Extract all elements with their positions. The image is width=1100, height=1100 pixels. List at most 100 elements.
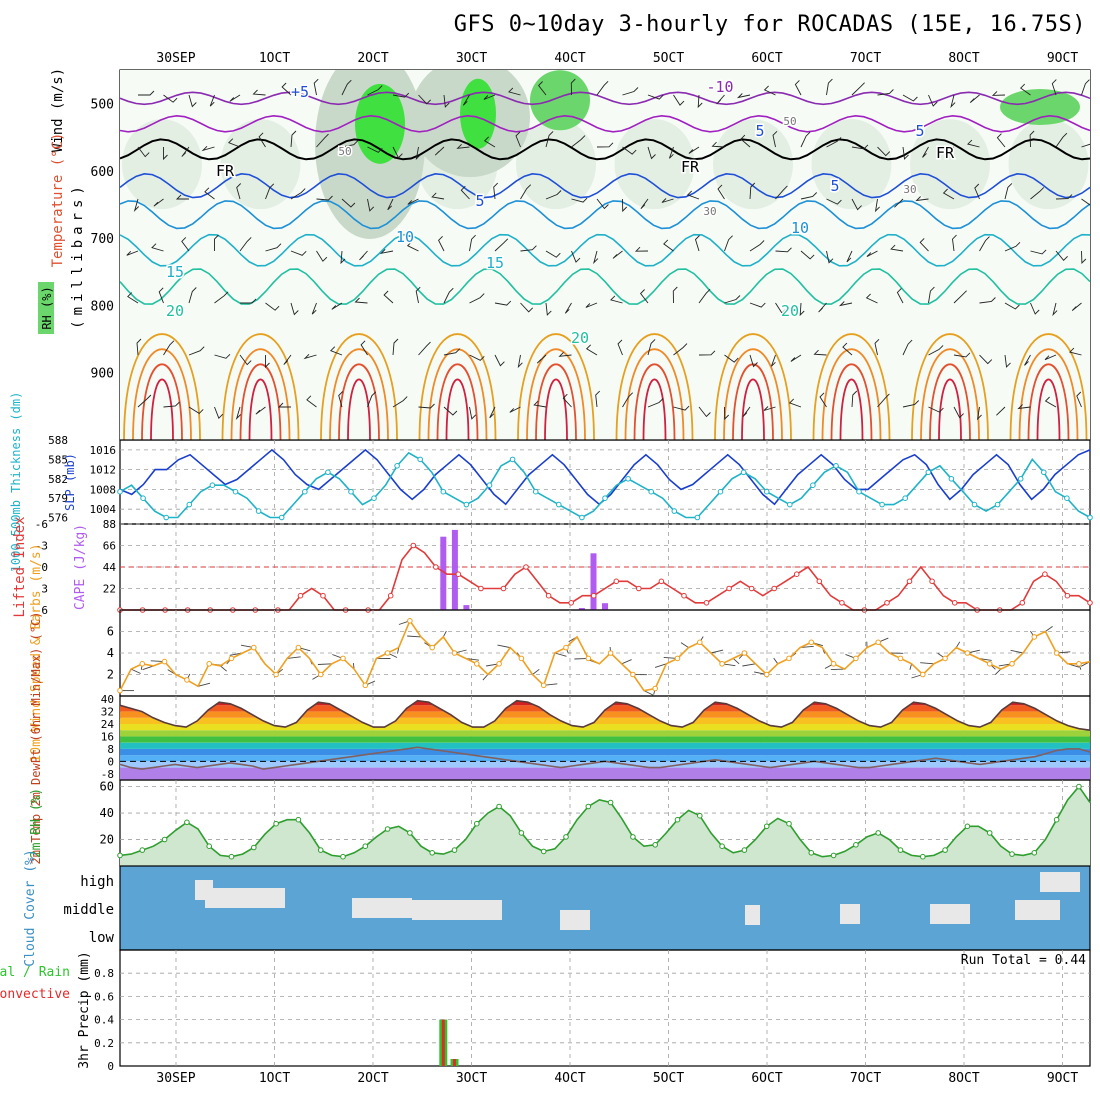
wind-barb (717, 184, 725, 200)
temp-band (120, 717, 1090, 724)
wind-barb (175, 194, 189, 200)
wind-barb (415, 286, 421, 304)
thickness-line-point (810, 482, 816, 489)
y-tick: 700 (91, 232, 114, 247)
wind-barb (790, 354, 802, 362)
ylabel: (millibars) (70, 181, 86, 329)
warm-isotherm (633, 363, 676, 440)
wind-barb (392, 92, 410, 98)
contour-label: 30 (903, 183, 916, 196)
wind-barb (133, 198, 140, 213)
lifted-index-line-point (1087, 600, 1093, 606)
wind-barb (290, 188, 306, 200)
y-tick: 0 (107, 755, 114, 768)
lifted-index-line-point (1042, 571, 1048, 578)
wind-barb (874, 198, 880, 213)
wind-barb (418, 94, 432, 105)
cloud-block (930, 904, 970, 924)
contour-label: 20 (166, 302, 184, 320)
wind-barb (494, 238, 509, 252)
thickness-line-point (856, 488, 862, 495)
wind-barb (851, 144, 869, 150)
wind-barb (367, 391, 377, 408)
rh-shading (120, 70, 1090, 440)
wind-barb (290, 130, 297, 148)
isotherm-15 (120, 233, 1090, 267)
temp-band (120, 742, 1090, 749)
wind-barb (564, 302, 572, 314)
wind-barb (252, 89, 266, 96)
wind-barb (775, 247, 792, 253)
wind-barb (902, 94, 918, 102)
rh-blob (713, 119, 793, 210)
x-tick-bottom: 30SEP (156, 1071, 195, 1086)
slp-thickness-frame (119, 439, 1091, 525)
rh-line-point (407, 830, 413, 836)
precip-convective-bar (453, 1059, 456, 1066)
wind-barb (570, 78, 576, 96)
wind-barb (367, 146, 383, 153)
ylabel-right: SLP (mb) (63, 453, 77, 511)
contour-label: 10 (791, 219, 809, 237)
contour-label: 20 (571, 329, 589, 347)
warm-isotherm (830, 363, 873, 440)
warm-isotherm (338, 363, 380, 440)
wind-barb (341, 140, 359, 148)
wind-speed-line-point (1031, 634, 1038, 640)
temp-band (120, 736, 1090, 743)
lifted-index-line-point (1019, 600, 1026, 606)
warm-isotherm (938, 378, 962, 440)
thickness-line-point (509, 456, 516, 463)
warm-isotherm (141, 363, 183, 440)
y-tick-left: -3 (35, 540, 48, 553)
wind-barb (460, 185, 470, 200)
wind-speed-line-point (1076, 661, 1082, 667)
wind-barb (214, 234, 219, 251)
wind-speed-line-point (206, 661, 212, 667)
wind-speed-line-point (474, 661, 480, 667)
wind-barb (1004, 302, 1020, 310)
y-tick-left: -6 (35, 518, 48, 531)
contour-label: 5 (830, 177, 839, 195)
cloud-block (205, 888, 285, 908)
wind-barb (313, 78, 319, 96)
cloud-block (560, 910, 590, 930)
ylabel-left: 1000-500mb Thickness (dm) (9, 392, 23, 573)
wind-speed-line-point (786, 655, 792, 662)
warm-isotherm (517, 333, 595, 440)
rh-line-point (1009, 851, 1015, 857)
wind-speed-line-point (674, 655, 681, 662)
warm-isotherm (929, 363, 971, 440)
wind-barb (890, 244, 904, 252)
wind-barb (545, 190, 562, 200)
ylabel: 10m Wind Speed & Barbs (m/s) (29, 543, 44, 762)
lifted-index-line-point (793, 571, 800, 578)
rh-blob (1008, 119, 1089, 210)
wind-barb (1069, 347, 1082, 356)
wind-barb (740, 134, 751, 148)
contour-label: FR (936, 144, 955, 162)
thickness-line-point (787, 501, 793, 508)
wind-barb (668, 146, 674, 159)
wind-barb (558, 351, 572, 357)
y-tick-right: 44 (103, 561, 117, 574)
temp-band (120, 767, 1090, 780)
temp-label: Temperature (°C) (50, 133, 66, 268)
wind-barb (258, 132, 266, 148)
wind-barb (800, 131, 811, 148)
thickness-line-point (532, 488, 539, 495)
wind-barb (571, 135, 586, 148)
wind-barb (724, 295, 741, 304)
wind-barb (1045, 626, 1053, 632)
y-tick-right: 88 (103, 518, 116, 531)
cape-bar (578, 608, 585, 610)
wind-barb (188, 287, 197, 304)
wind-barb (469, 234, 476, 252)
wind-barb (137, 146, 150, 158)
y-tick-left: 585 (48, 453, 68, 466)
wind-barb (533, 400, 547, 408)
wind-barb (418, 341, 431, 356)
wind-speed-line-point (496, 661, 502, 667)
warm-isotherm (123, 333, 201, 440)
thickness-line-point (602, 495, 608, 502)
